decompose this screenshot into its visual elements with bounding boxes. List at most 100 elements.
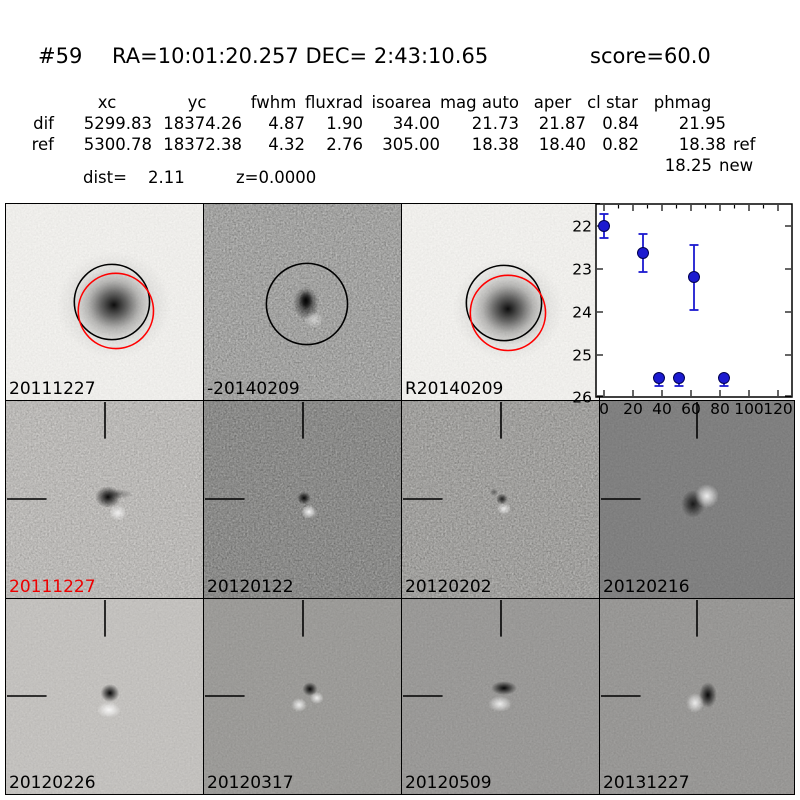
residual-white-spot — [497, 502, 511, 515]
aperture-circle-black — [265, 262, 349, 346]
table-cell: 18.40 — [538, 135, 587, 154]
table-cell: 4.32 — [268, 135, 305, 154]
cutout-panel-diff-20120509: 20120509 — [401, 598, 600, 795]
residual-white-spot — [686, 693, 704, 713]
table-cell: 4.87 — [268, 114, 305, 133]
col-header: yc — [187, 93, 207, 112]
data-points — [598, 220, 730, 384]
x-tick-label: 60 — [681, 400, 701, 418]
cutout-image — [600, 599, 794, 794]
y-tick-label: 24 — [572, 303, 592, 321]
candidate-score: score=60.0 — [590, 44, 711, 68]
cutout-image — [204, 204, 401, 400]
cutout-image — [402, 401, 599, 598]
residual-white-spot — [97, 701, 121, 718]
table-cell: 21.87 — [538, 114, 587, 133]
cutout-panel-diff-20120216: 20120216 — [599, 400, 795, 599]
cutout-date-label: 20120202 — [405, 577, 492, 597]
col-header: aper — [533, 93, 572, 112]
table-cell: 21.73 — [471, 114, 520, 133]
data-point-limit — [673, 372, 685, 384]
row-label: dif — [33, 114, 54, 133]
faint-dark-speck — [490, 488, 499, 497]
col-header: phmag — [653, 93, 712, 112]
cutout-date-label: 20111227 — [9, 379, 96, 399]
col-header: fwhm — [250, 93, 297, 112]
source-blob — [468, 272, 548, 346]
col-header: cl star — [587, 93, 638, 112]
table-cell: 2.76 — [326, 135, 363, 154]
table-cell: 305.00 — [382, 135, 440, 154]
table-cell: 1.90 — [326, 114, 363, 133]
table-row-ref: ref 5300.78 18372.38 4.32 2.76 305.00 18… — [18, 134, 771, 155]
data-point — [598, 220, 610, 232]
cutout-date-label: 20120226 — [9, 773, 96, 793]
aperture-circle-red — [469, 274, 547, 352]
source-smear — [103, 489, 133, 500]
residual-white-spot — [108, 504, 127, 521]
cutout-panel-diff-20120122: 20120122 — [203, 400, 402, 599]
candidate-id: #59 — [38, 44, 83, 68]
col-header: xc — [97, 93, 117, 112]
source-blob — [74, 268, 154, 342]
residual-white-spot — [488, 696, 512, 712]
source-blob — [491, 681, 517, 696]
cutout-date-label: R20140209 — [405, 379, 504, 399]
x-tick-label: 40 — [652, 400, 672, 418]
row-label: ref — [31, 135, 54, 154]
photometry-table: xc yc fwhm fluxrad isoarea mag auto aper… — [18, 92, 771, 155]
cutout-image — [6, 401, 203, 598]
phmag-new-value: 18.25 — [664, 156, 712, 175]
col-header: mag auto — [439, 93, 520, 112]
x-tick-label: 0 — [599, 400, 609, 418]
light-curve-plot: 22 23 24 25 26 0 20 40 60 80 100 120 — [556, 196, 800, 428]
residual-white-spot — [695, 484, 719, 508]
data-point-limit — [653, 372, 665, 384]
x-tick-label: 20 — [623, 400, 643, 418]
table-cell: 5300.78 — [83, 135, 152, 154]
cutout-panel-diff-20131227: 20131227 — [599, 598, 795, 795]
y-tick-label: 22 — [572, 217, 592, 235]
aperture-circle-red — [77, 272, 155, 350]
data-point — [637, 247, 649, 259]
cutout-panel-diff-20120202: 20120202 — [401, 400, 600, 599]
x-tick-label: 120 — [763, 400, 793, 418]
table-cell: 18.38 — [471, 135, 520, 154]
cutout-panel-diff-20120317: 20120317 — [203, 598, 402, 795]
residual-white-spot — [303, 311, 324, 328]
table-cell: 0.82 — [602, 135, 640, 154]
cutout-panel-diff-neg-20140209: -20140209 — [203, 203, 402, 401]
x-tick-label: 80 — [710, 400, 730, 418]
aperture-circle-black — [465, 264, 543, 342]
cutout-date-label: 20120122 — [207, 577, 294, 597]
residual-white-spot — [301, 504, 317, 519]
y-tick-label: 25 — [572, 346, 592, 364]
light-curve-svg: 22 23 24 25 26 0 20 40 60 80 100 120 — [572, 203, 793, 418]
phmag-new-line: 18.25 new — [625, 156, 753, 175]
source-blob-core — [299, 291, 313, 309]
cutout-date-label: 20131227 — [603, 773, 690, 793]
cutout-image — [402, 204, 599, 400]
cutout-image — [6, 204, 203, 400]
col-header: isoarea — [371, 93, 432, 112]
cutout-date-label: 20120216 — [603, 577, 690, 597]
aperture-circle-black — [73, 263, 151, 341]
table-cell: 18374.26 — [163, 114, 242, 133]
source-blob — [496, 493, 508, 505]
cutout-image — [600, 401, 794, 598]
x-tick-marks — [603, 205, 779, 396]
table-cell: 5299.83 — [83, 114, 152, 133]
redshift-value: z=0.0000 — [236, 168, 317, 187]
cutout-image — [402, 599, 599, 794]
cutout-panel-diff-20111227: 20111227 — [5, 400, 204, 599]
candidate-coords: RA=10:01:20.257 DEC= 2:43:10.65 — [112, 44, 489, 68]
cutout-grid: 20111227 -20140209 R — [5, 203, 795, 795]
table-header-row: xc yc fwhm fluxrad isoarea mag auto aper… — [18, 92, 771, 113]
table-cell: 21.95 — [678, 114, 727, 133]
source-blob — [297, 491, 311, 505]
source-blob — [100, 684, 120, 702]
col-header: fluxrad — [305, 93, 363, 112]
cutout-panel-ref-20111227: 20111227 — [5, 203, 204, 401]
cutout-image — [204, 401, 401, 598]
